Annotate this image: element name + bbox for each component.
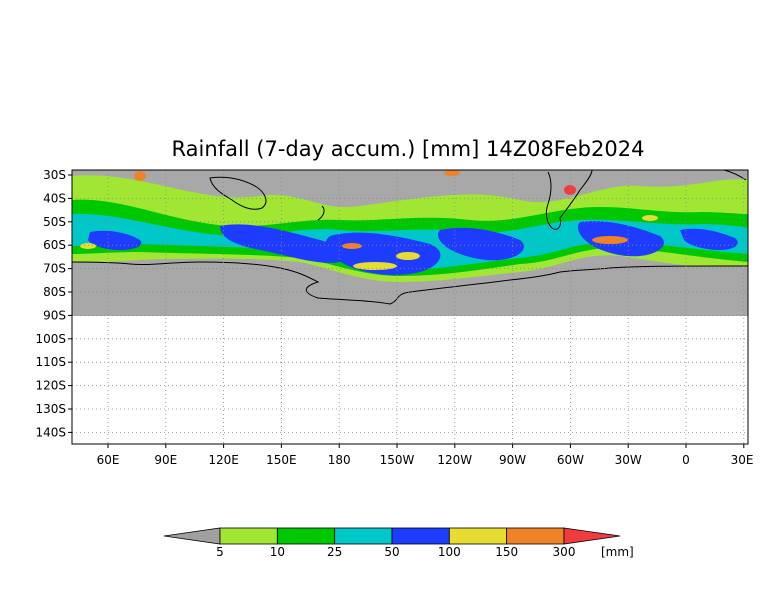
lat-tick-label: 70S — [43, 262, 66, 276]
colorbar-label: 100 — [438, 545, 461, 559]
lon-tick-label: 180 — [328, 453, 351, 467]
lat-tick-label: 100S — [35, 332, 66, 346]
rain-core-150mm-4 — [444, 170, 460, 176]
colorbar-swatch — [391, 527, 450, 545]
rain-core-100mm-1 — [353, 262, 397, 270]
colorbar-swatch — [334, 527, 393, 545]
lat-tick-label: 60S — [43, 238, 66, 252]
africa-coastline — [723, 169, 747, 181]
antarctica-coastline — [71, 261, 748, 305]
colorbar-unit: [mm] — [601, 545, 634, 559]
colorbar-swatch — [219, 527, 278, 545]
lat-tick-label: 80S — [43, 285, 66, 299]
lon-tick-label: 150E — [266, 453, 297, 467]
latitude-labels: 30S 40S 50S 60S 70S 80S 90S 100S 110S 120S 130S 140… — [35, 168, 72, 439]
lat-tick-label: 30S — [43, 168, 66, 182]
lon-tick-label: 120E — [208, 453, 239, 467]
rain-core-50mm-6 — [88, 230, 142, 250]
colorbar-high-arrow — [563, 527, 621, 545]
longitude-labels: 60E 90E 120E 150E 180 150W 120W 90W 60W 30W 0 30E — [97, 444, 754, 467]
lat-tick-label: 120S — [35, 379, 66, 393]
rain-core-150mm-2 — [592, 236, 628, 244]
rain-core-150mm-1 — [342, 243, 362, 249]
colorbar-label: 10 — [270, 545, 285, 559]
south-america-coastline — [545, 169, 593, 230]
rain-core-100mm-3 — [396, 252, 420, 260]
map-panel — [71, 169, 749, 445]
lon-tick-label: 30W — [615, 453, 642, 467]
lat-tick-label: 90S — [43, 308, 66, 322]
colorbar-swatch — [506, 527, 565, 545]
lat-tick-label: 110S — [35, 355, 66, 369]
rain-core-100mm-4 — [642, 215, 658, 221]
rainfall-field — [72, 170, 748, 316]
lat-tick-label: 140S — [35, 425, 66, 439]
rain-core-50mm-1 — [220, 224, 344, 263]
lon-tick-label: 90E — [154, 453, 177, 467]
rain-core-50mm-5 — [680, 228, 738, 250]
empty-region — [72, 316, 748, 444]
colorbar-label: 50 — [384, 545, 399, 559]
grid-lines — [72, 170, 748, 444]
rain-core-50mm-3 — [437, 227, 524, 261]
colorbar-label: 300 — [553, 545, 576, 559]
rain-core-150mm-3 — [134, 171, 146, 181]
lon-tick-label: 30E — [731, 453, 754, 467]
colorbar: 5 10 25 50 100 150 300 — [163, 527, 621, 559]
new-zealand-coastline — [317, 205, 325, 221]
lon-tick-label: 120W — [437, 453, 472, 467]
lon-tick-label: 60W — [557, 453, 584, 467]
lat-tick-label: 40S — [43, 191, 66, 205]
lon-tick-label: 90W — [499, 453, 526, 467]
colorbar-swatch — [276, 527, 336, 545]
lon-tick-label: 150W — [380, 453, 415, 467]
map-title: Rainfall (7-day accum.) [mm] 14Z08Feb202… — [172, 137, 645, 161]
colorbar-low-arrow — [163, 527, 221, 545]
lon-tick-label: 60E — [97, 453, 120, 467]
colorbar-label: 5 — [216, 545, 224, 559]
colorbar-label: 25 — [327, 545, 342, 559]
rain-core-100mm-2 — [80, 243, 96, 249]
colorbar-label: 150 — [495, 545, 518, 559]
lat-tick-label: 50S — [43, 215, 66, 229]
lon-tick-label: 0 — [682, 453, 690, 467]
lat-tick-label: 130S — [35, 402, 66, 416]
map-frame — [71, 169, 749, 445]
colorbar-swatch — [448, 527, 508, 545]
antarctica — [72, 262, 748, 316]
